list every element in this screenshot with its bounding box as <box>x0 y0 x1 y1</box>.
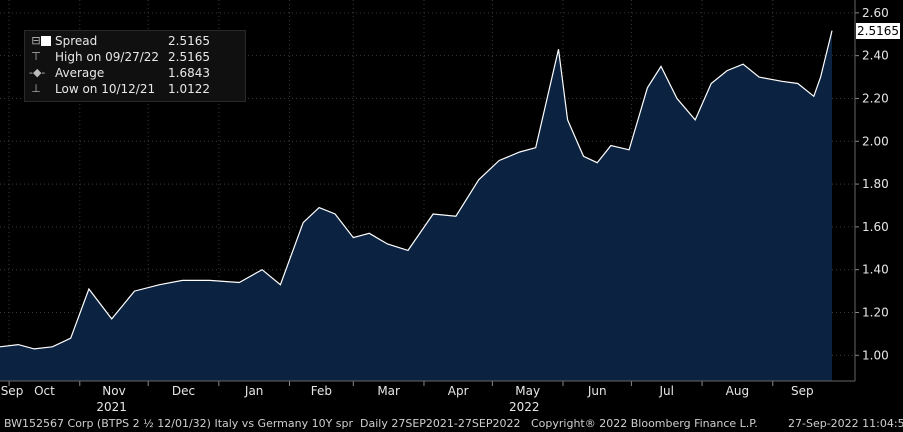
y-tick-label: 1.00 <box>862 348 889 362</box>
spread-area <box>0 30 832 381</box>
x-tick-label: Apr <box>448 384 469 398</box>
y-tick-label: 2.00 <box>862 134 889 148</box>
footer-copyright: Copyright® 2022 Bloomberg Finance L.P. <box>531 417 758 430</box>
collapse-icon[interactable]: ⊟ <box>31 34 41 47</box>
x-tick-label: Feb <box>311 384 332 398</box>
last-value-label: 2.5165 <box>856 23 900 39</box>
x-tick-label: Aug <box>726 384 749 398</box>
y-tick-label: 1.80 <box>862 177 889 191</box>
y-tick-label: 2.40 <box>862 49 889 63</box>
y-tick-label: 2.20 <box>862 91 889 105</box>
y-tick-label: 1.60 <box>862 220 889 234</box>
legend: ⊟ Spread 2.5165 ⊤ High on 09/27/22 2.516… <box>24 30 246 102</box>
footer-security: BW152567 Corp (BTPS 2 ½ 12/01/32) Italy … <box>4 417 521 430</box>
legend-item-average: -◆- Average 1.6843 <box>29 66 210 80</box>
y-tick-label: 1.20 <box>862 306 889 320</box>
x-year-label: 2021 <box>96 400 127 414</box>
x-year-label: 2022 <box>509 400 540 414</box>
x-tick-label: May <box>515 384 540 398</box>
legend-item-spread: ⊟ Spread 2.5165 <box>25 33 245 49</box>
y-tick-label: 2.60 <box>862 6 889 20</box>
average-marker-icon: -◆- <box>29 66 46 79</box>
x-tick-label: Oct <box>34 384 55 398</box>
low-marker-icon: ⊥ <box>31 82 41 95</box>
x-tick-label: Jan <box>244 384 264 398</box>
x-tick-label: Nov <box>102 384 125 398</box>
x-tick-label: Jun <box>587 384 607 398</box>
legend-item-low: ⊥ Low on 10/12/21 1.0122 <box>25 81 245 97</box>
x-axis-ticks: Sep Oct Nov Dec Jan Feb Mar Apr May Jun Jul Aug Sep 2… <box>1 381 814 414</box>
y-tick-label: 1.40 <box>862 263 889 277</box>
x-tick-label: Sep <box>1 384 24 398</box>
high-marker-icon: ⊤ <box>31 50 41 63</box>
spread-line <box>0 30 833 350</box>
x-tick-label: Jul <box>658 384 673 398</box>
x-tick-label: Mar <box>377 384 400 398</box>
x-tick-label: Sep <box>791 384 814 398</box>
spread-swatch-icon <box>41 36 51 46</box>
footer-timestamp: 27-Sep-2022 11:04:51 <box>788 417 903 430</box>
y-axis-ticks: 2.60 2.40 2.20 2.00 1.80 1.60 1.40 1.20 1.00 <box>855 6 889 362</box>
legend-item-high: ⊤ High on 09/27/22 2.5165 <box>25 49 245 65</box>
x-tick-label: Dec <box>172 384 195 398</box>
